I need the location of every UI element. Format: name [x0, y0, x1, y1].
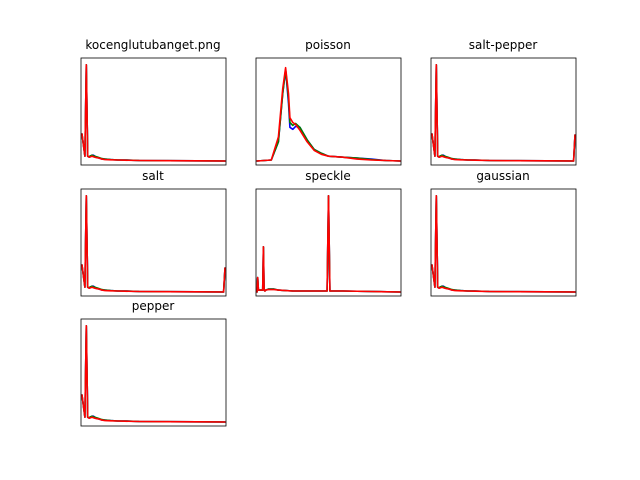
plot-frame: [80, 57, 227, 166]
series-line-2: [81, 195, 226, 293]
series-line-2: [431, 64, 576, 162]
subplot-salt: salt: [80, 169, 227, 297]
subplot-title: pepper: [132, 299, 175, 313]
series-line-1: [256, 68, 401, 162]
subplot-gaussian: gaussian: [430, 169, 577, 297]
series-line-1: [81, 195, 226, 293]
subplot-kocenglutubanget: kocenglutubanget.png: [80, 38, 227, 166]
plot-frame: [80, 188, 227, 297]
subplot-salt-pepper: salt-pepper: [430, 38, 577, 166]
series-line-0: [256, 68, 401, 162]
series-line-0: [81, 324, 226, 423]
plot-frame: [255, 57, 402, 166]
subplot-title: salt: [142, 169, 164, 183]
series-line-2: [256, 66, 401, 162]
series-line-2: [431, 195, 576, 293]
subplot-title: speckle: [305, 169, 351, 183]
subplot-poisson: poisson: [255, 38, 402, 166]
subplot-pepper: pepper: [80, 299, 227, 427]
plot-frame: [80, 318, 227, 427]
plot-frame: [430, 57, 577, 166]
series-line-0: [431, 64, 576, 162]
series-line-1: [81, 64, 226, 162]
series-line-1: [431, 195, 576, 293]
series-line-1: [431, 64, 576, 162]
subplot-title: salt-pepper: [469, 38, 538, 52]
plot-frame: [430, 188, 577, 297]
subplot-title: gaussian: [476, 169, 529, 183]
series-line-0: [431, 195, 576, 293]
series-line-2: [256, 195, 401, 293]
plot-frame: [255, 188, 402, 297]
series-line-1: [81, 324, 226, 423]
subplot-title: kocenglutubanget.png: [85, 38, 220, 52]
series-line-2: [81, 324, 226, 423]
series-line-2: [81, 64, 226, 162]
series-line-0: [81, 195, 226, 293]
subplot-title: poisson: [305, 38, 351, 52]
subplot-speckle: speckle: [255, 169, 402, 297]
series-line-0: [81, 64, 226, 162]
